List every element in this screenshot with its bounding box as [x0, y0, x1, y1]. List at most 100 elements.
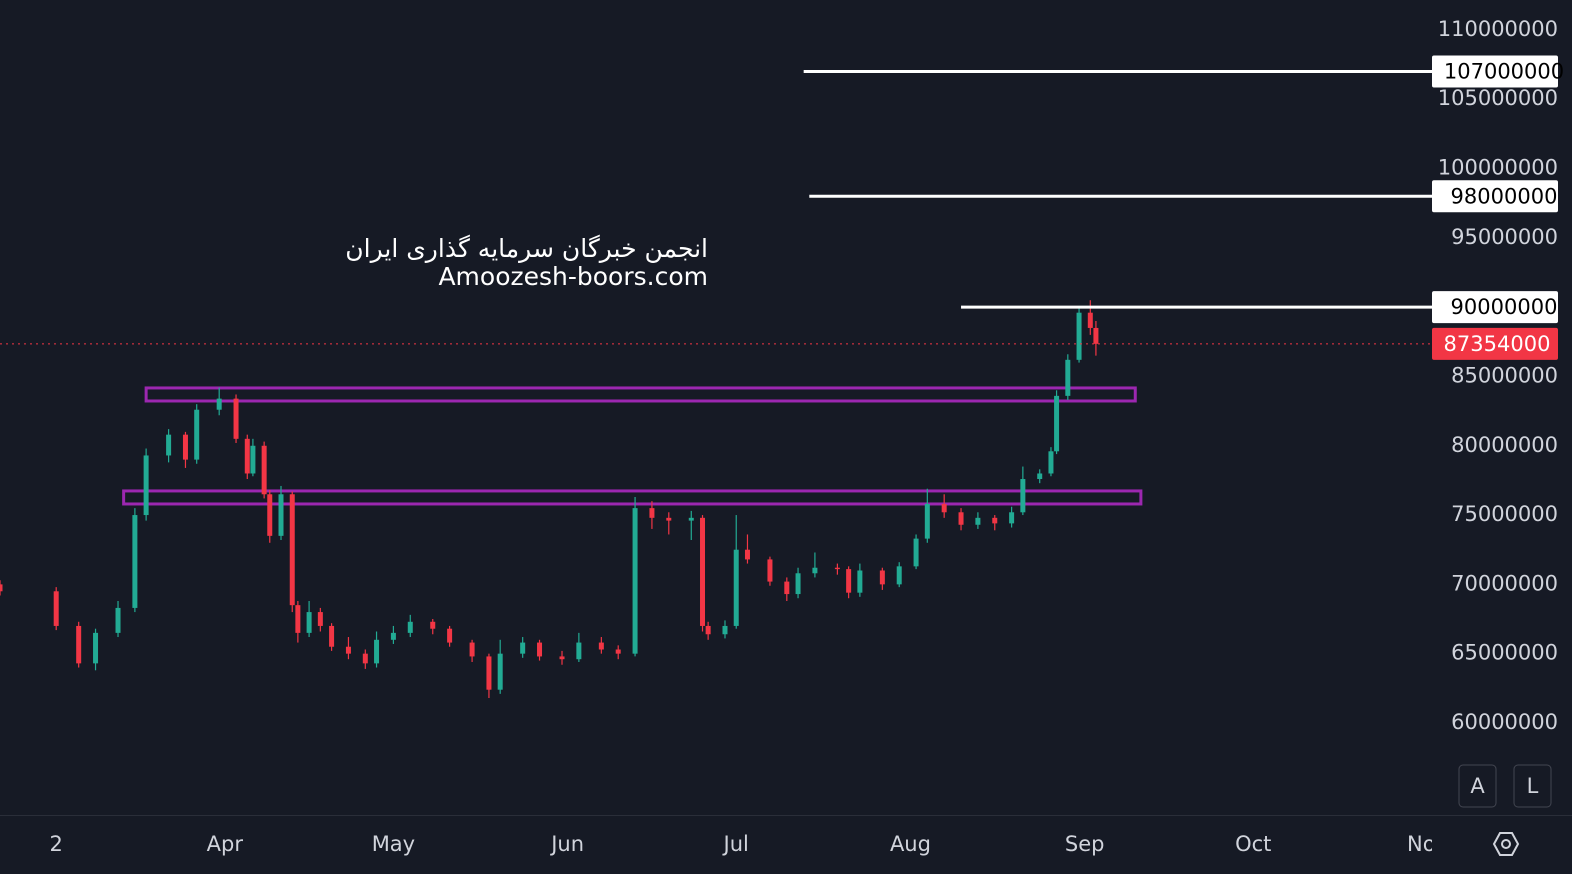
candle-body [244, 438, 250, 474]
candle-body [1020, 479, 1026, 513]
zone [144, 386, 1137, 403]
x-tick-label: Apr [207, 832, 244, 856]
candle-body [166, 434, 172, 456]
last-price-label: 87354000 [1444, 332, 1551, 356]
candle-body [1009, 512, 1015, 524]
y-tick-label: 75000000 [1451, 502, 1558, 526]
level-label-box [1432, 291, 1558, 324]
candle-body [992, 517, 998, 524]
candle-body [216, 398, 222, 410]
level-label-box [1432, 55, 1558, 88]
x-tick-label: Nov [1407, 832, 1448, 856]
log-button-label[interactable]: L [1527, 774, 1539, 798]
level-label: 90000000 [1451, 295, 1558, 319]
candle-body [267, 494, 273, 536]
candle-body [53, 591, 59, 626]
candle-body [1048, 451, 1054, 474]
candle-body [576, 642, 582, 660]
candle-body [767, 559, 773, 582]
candle-body [486, 656, 492, 690]
candle-body [0, 584, 3, 592]
candle-body [632, 508, 638, 654]
watermark: انجمن خبرگان سرمایه گذاری ایران [345, 234, 708, 263]
candle-body [289, 494, 295, 606]
x-tick-label: Oct [1235, 832, 1271, 856]
candle-body [598, 642, 604, 650]
y-tick-label: 100000000 [1438, 156, 1558, 180]
candle-body [649, 508, 655, 518]
y-tick-label: 95000000 [1451, 225, 1558, 249]
candle-body [1054, 395, 1060, 452]
candle-body [430, 621, 436, 629]
candle-body [700, 517, 706, 626]
candle-body [857, 570, 863, 593]
candle-body [469, 642, 475, 657]
candle-body [362, 653, 368, 664]
candle-body [407, 621, 413, 633]
candle-body [941, 503, 947, 513]
candle-body [306, 612, 312, 633]
plot-area [0, 70, 1432, 699]
candle-body [812, 567, 818, 574]
candle-body [913, 538, 919, 567]
level-label: 107000000 [1444, 60, 1564, 84]
x-tick-label: 2 [50, 832, 63, 856]
candle-body [537, 642, 543, 657]
candle-body [390, 632, 396, 640]
candle-body [722, 625, 728, 635]
candle-body [497, 653, 503, 690]
y-tick-label: 110000000 [1438, 17, 1558, 41]
auto-button[interactable] [1458, 764, 1497, 808]
auto-button-label[interactable]: A [1470, 774, 1485, 798]
candle-body [733, 549, 739, 626]
candle-body [846, 569, 852, 593]
y-tick-label: 65000000 [1451, 641, 1558, 665]
candle-body [345, 646, 351, 654]
candle-body [958, 512, 964, 525]
candle-body [182, 434, 188, 460]
candle-body [1076, 312, 1082, 360]
watermark: Amoozesh-boors.com [438, 262, 708, 291]
candle-body [559, 656, 565, 660]
x-tick-label: Aug [890, 832, 931, 856]
candle-body [132, 515, 138, 608]
x-tick-label: Jul [722, 832, 749, 856]
x-axis: 2 Apr May Jun Jul Aug Sep Oct Nov [50, 832, 1448, 856]
y-tick-label: 105000000 [1438, 86, 1558, 110]
candle-body [233, 398, 239, 439]
candle-body [295, 605, 301, 633]
y-tick-label: 60000000 [1451, 710, 1558, 734]
candle-body [834, 567, 840, 570]
candle-body [447, 628, 453, 643]
y-axis: 60000000 65000000 70000000 75000000 80000000… [1432, 17, 1564, 734]
candle-body [705, 625, 711, 635]
candle-body [1037, 473, 1043, 480]
candle-body [194, 409, 200, 460]
x-tick-label: Jun [549, 832, 584, 856]
level-label-box [1432, 180, 1558, 213]
candle-body [520, 642, 526, 654]
candle-body [666, 517, 672, 521]
zone [122, 489, 1143, 506]
candle-body [374, 639, 380, 664]
candle-body [317, 612, 323, 626]
candle-body [784, 581, 790, 595]
y-tick-label: 70000000 [1451, 571, 1558, 595]
candle-body [250, 445, 256, 474]
candle-body [76, 625, 82, 664]
settings-icon[interactable] [1492, 832, 1520, 856]
candle-body [795, 573, 801, 595]
log-button[interactable] [1513, 764, 1552, 808]
candle-body [93, 632, 99, 664]
candle-body [879, 570, 885, 585]
x-tick-label: May [372, 832, 415, 856]
candle-body [615, 649, 621, 654]
candle-body [688, 517, 694, 521]
candle-body [261, 445, 267, 495]
last-price-box [1432, 327, 1558, 360]
candle-body [896, 566, 902, 585]
candle-body [1087, 312, 1093, 328]
candle-body [278, 494, 284, 536]
level-label: 98000000 [1451, 184, 1558, 208]
